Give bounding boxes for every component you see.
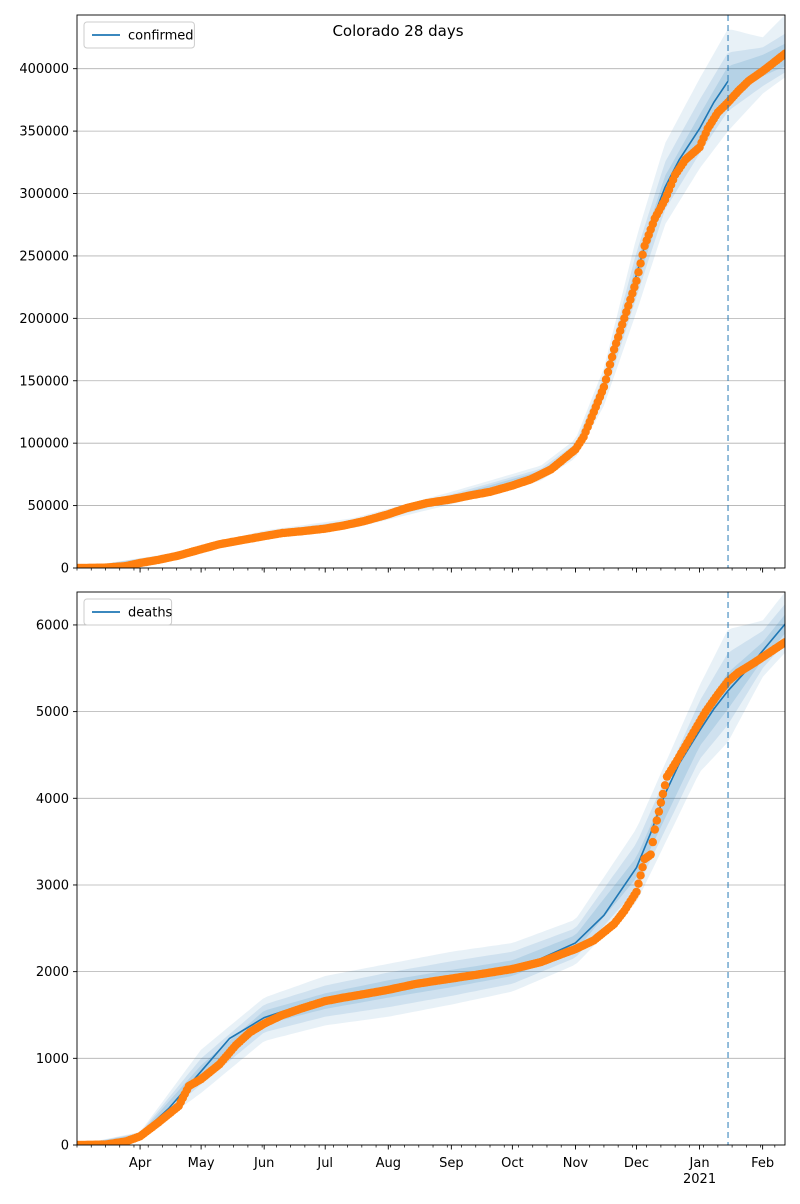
observed-point [605, 360, 615, 369]
uncertainty-band-1 [77, 33, 785, 568]
panel-confirmed: 0 50000 100000 150000 200000 250000 300000 3500… [19, 14, 786, 577]
observed-point [636, 259, 645, 268]
observed-point [780, 638, 785, 647]
figure-title: Colorado 28 days [332, 22, 463, 40]
legend-box [83, 598, 173, 626]
observed-point [638, 250, 647, 259]
x-tick-label: Apr [129, 1156, 152, 1171]
y-tick-label: 300000 [19, 187, 69, 202]
y-tick-label: 50000 [28, 499, 69, 514]
x-tick-label: Sep [439, 1156, 464, 1171]
observed-point [628, 289, 637, 298]
observed-point [599, 382, 609, 392]
y-tick-label: 250000 [19, 249, 69, 264]
y-tick-label: 3000 [36, 878, 69, 893]
observed-point [654, 807, 664, 816]
legend-label: confirmed [128, 29, 194, 44]
observed-point [603, 367, 613, 377]
observed-point [607, 352, 617, 362]
observed-point [634, 879, 643, 888]
observed-point [656, 798, 666, 807]
uncertainty-band-0 [77, 15, 785, 568]
observed-point [650, 825, 659, 834]
x-tick-label: Jul [316, 1156, 333, 1171]
observed-point [660, 781, 670, 790]
observed-point [658, 789, 668, 799]
observed-point [601, 375, 611, 384]
legend-confirmed: confirmed [83, 21, 195, 49]
x-tick-label: Feb [751, 1156, 774, 1171]
observed-point [648, 837, 657, 847]
legend-label: deaths [128, 606, 173, 621]
y-tick-label: 400000 [19, 62, 69, 77]
y-tick-label: 1000 [36, 1052, 69, 1067]
observed-point [652, 816, 661, 825]
legend-box [83, 21, 195, 49]
y-tick-label: 200000 [19, 312, 69, 327]
x-tick-label: Aug [376, 1156, 401, 1171]
observed-point [638, 863, 647, 872]
x-year-label: 2021 [683, 1172, 716, 1187]
x-tick-label: Dec [624, 1156, 649, 1171]
y-tick-label: 4000 [36, 792, 69, 807]
uncertainty-band-2 [77, 43, 785, 568]
observed-point [632, 887, 641, 897]
y-tick-label: 100000 [19, 437, 69, 452]
x-tick-label: Oct [501, 1156, 523, 1171]
y-tick-label: 6000 [36, 618, 69, 633]
axes-frame [76, 14, 786, 569]
uncertainty-band-0 [77, 592, 785, 1145]
y-tick-label: 5000 [36, 705, 69, 720]
x-tick-label: Jun [253, 1156, 274, 1171]
panel-deaths: 0 1000 2000 3000 4000 5000 6000 deaths [36, 591, 786, 1154]
observed-point [632, 276, 641, 286]
observed-point [618, 320, 627, 329]
plot-area [77, 15, 785, 568]
observed-point [614, 332, 623, 342]
y-tick-label: 150000 [19, 374, 69, 389]
plot-area [77, 592, 785, 1145]
x-tick-label: Jan [689, 1156, 710, 1171]
x-tick-label: Nov [563, 1156, 589, 1171]
observed-point [634, 268, 643, 277]
y-tick-label: 0 [61, 562, 69, 577]
observed-point [636, 871, 645, 880]
y-tick-label: 350000 [19, 125, 69, 140]
observed-point [646, 850, 655, 859]
axes-frame [76, 591, 786, 1146]
observed-point [780, 49, 785, 58]
legend-deaths: deaths [83, 598, 173, 626]
x-tick-label: May [188, 1156, 215, 1171]
y-tick-label: 0 [61, 1139, 69, 1154]
y-tick-label: 2000 [36, 965, 69, 980]
